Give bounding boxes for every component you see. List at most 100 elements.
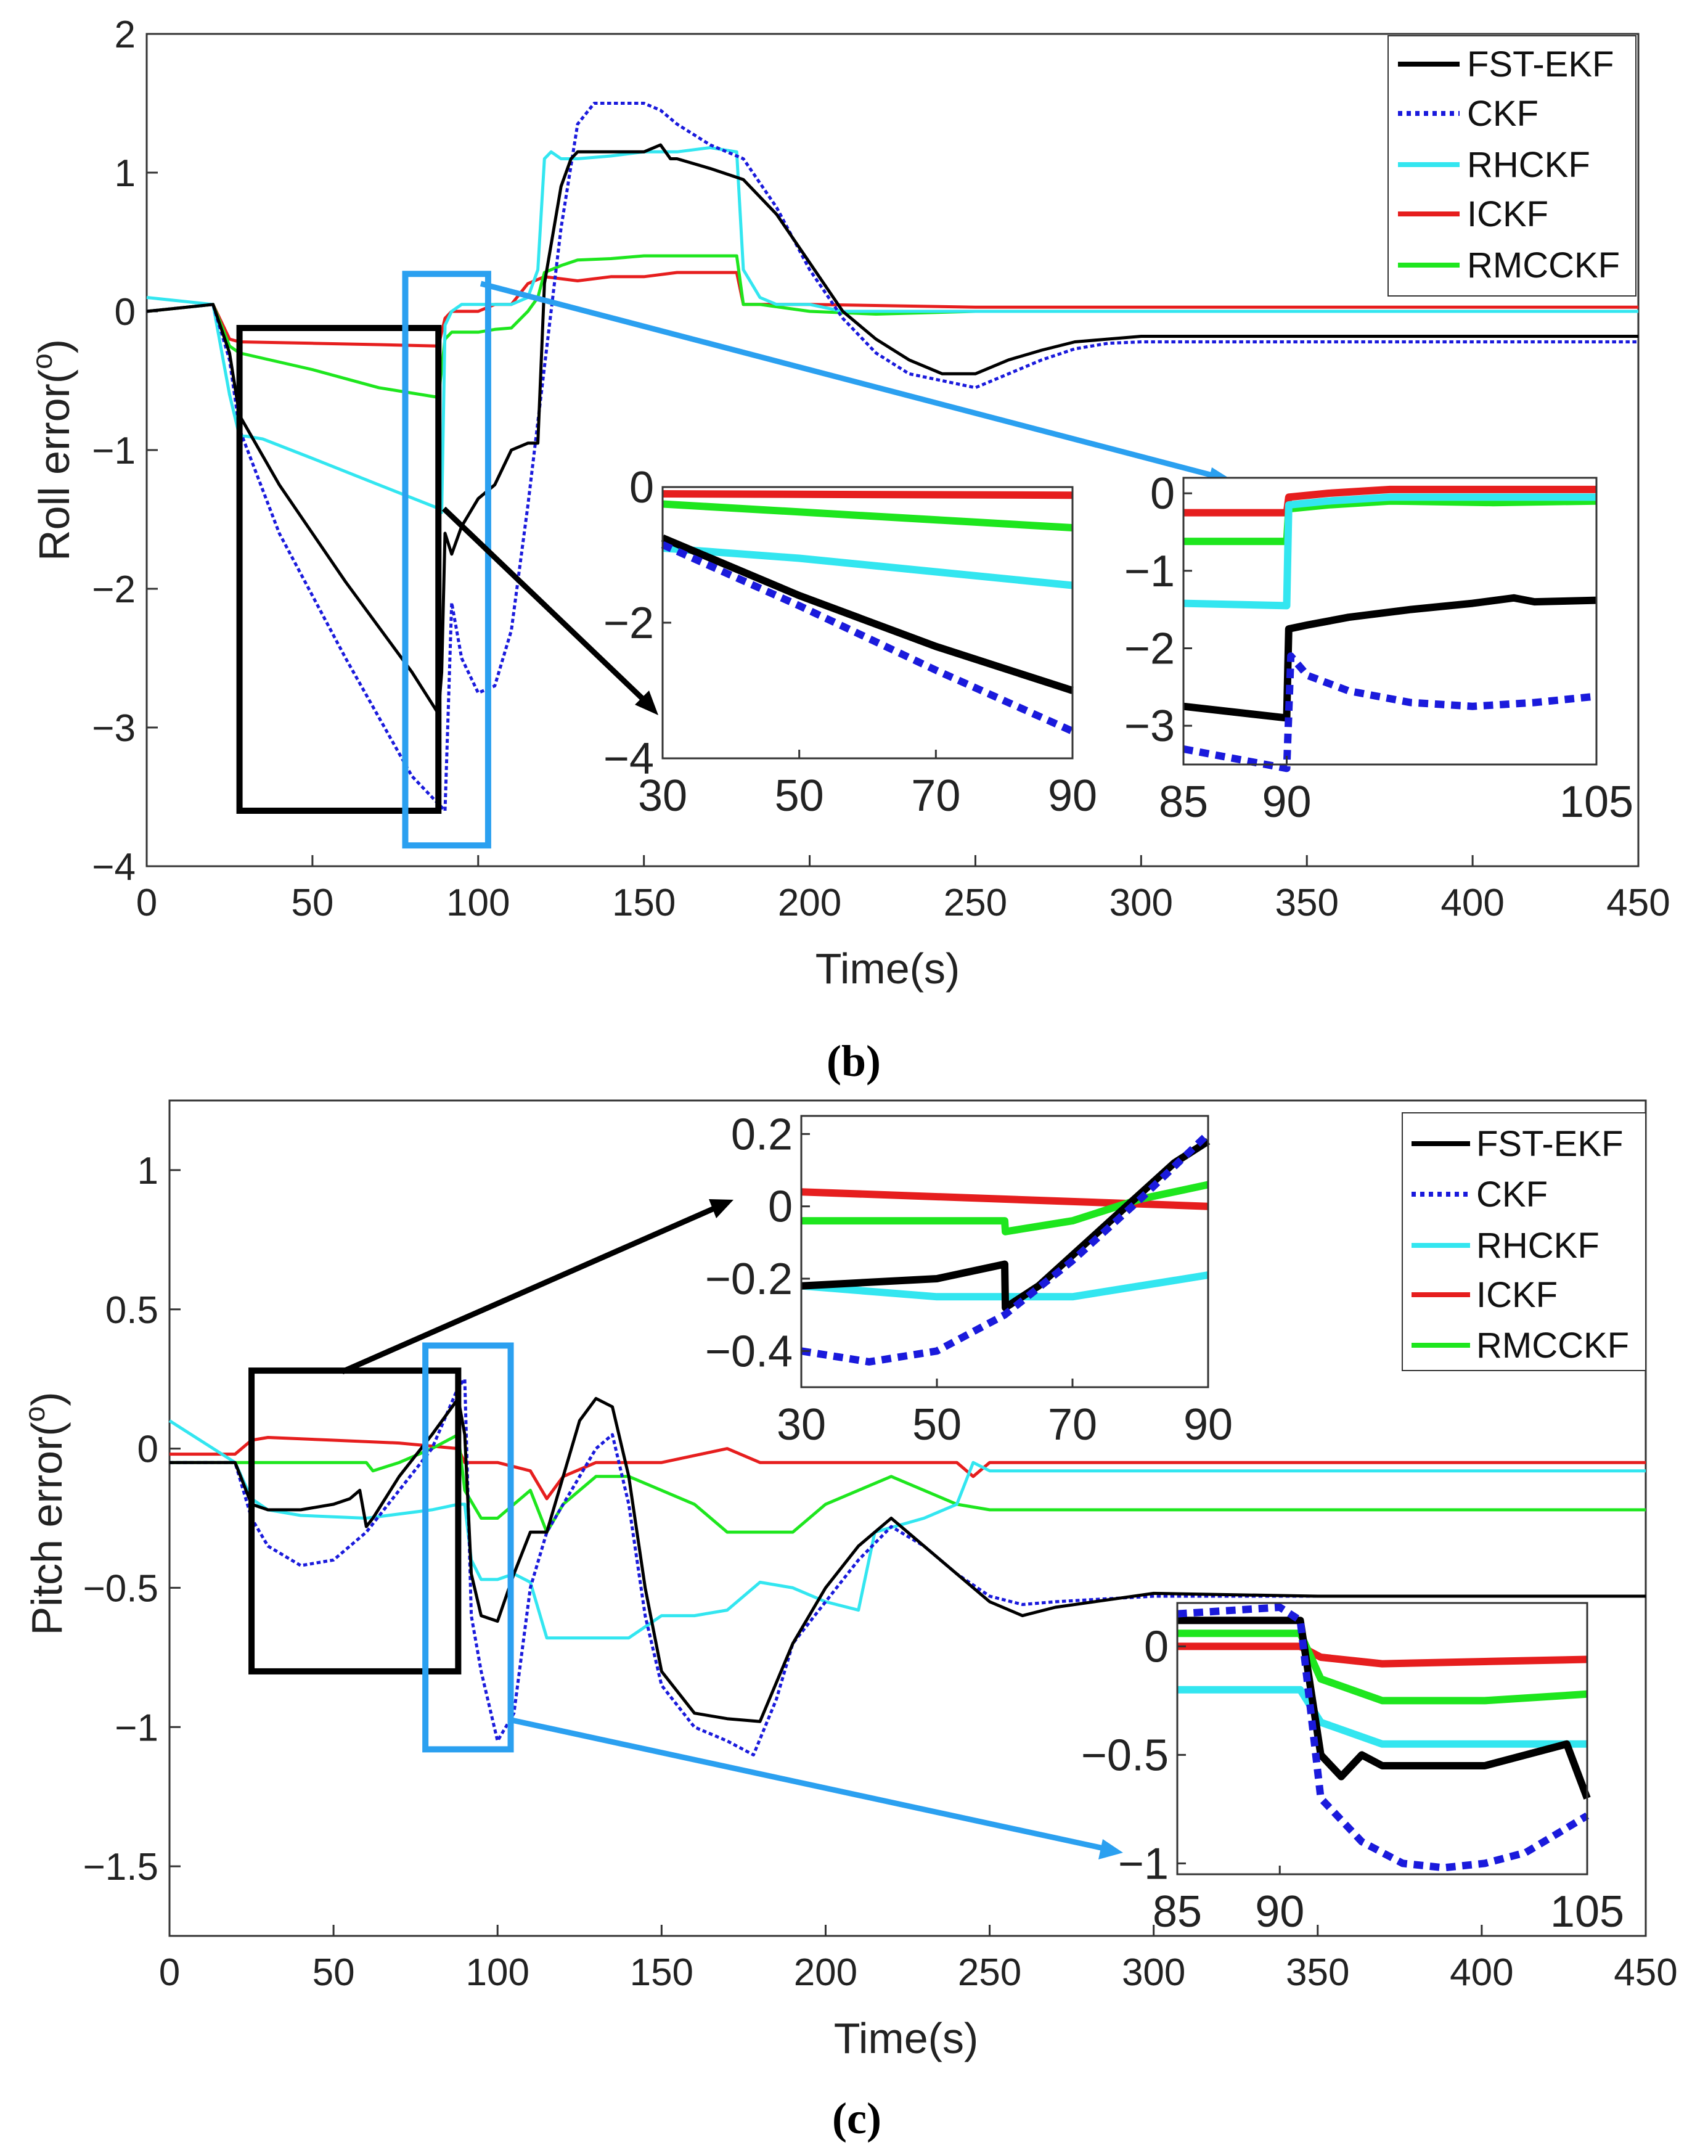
pitch-zoom-box-blue [422,1342,514,1753]
roll-x-tick-label: 0 [136,882,157,924]
legend-label-rmcckf: RMCCKF [1467,245,1620,285]
pitch-x-tick-label: 250 [958,1951,1021,1994]
roll-series-rhckf [146,146,1638,514]
roll-zoom-box-black [236,325,442,814]
pitch-inset2-series-ckf [1177,1604,1590,1872]
legend-label-rhckf: RHCKF [1476,1226,1600,1266]
pitch-inset1-frame [800,1115,1209,1388]
roll-series-ckf [146,102,1638,813]
pitch-inset1-series-ckf [801,1131,1211,1366]
roll-x-tick-label: 100 [446,882,510,924]
roll-y-tick-label: 0 [115,291,136,334]
pitch-inset1-x-tick-label: 70 [1048,1400,1097,1449]
roll-y-tick-label: 2 [115,14,136,56]
pitch-x-tick-label: 400 [1450,1951,1513,1994]
pitch-arrowhead-blue [1098,1839,1123,1859]
pitch-x-tick-label: 100 [465,1951,529,1994]
roll-inset2-y-tick-label: −2 [1124,624,1175,673]
pitch-inset2-frame [1176,1602,1588,1875]
roll-series-ickf [146,271,1638,348]
roll-x-tick-label: 350 [1275,882,1338,924]
roll-error-panel: 210−1−2−3−4 0 50 100 150 200 250 300 350 400 450 … [26,14,1670,1086]
roll-inset1-series-fst-ekf [661,534,1074,694]
roll-inset1-y-tick-label: −2 [603,599,654,648]
legend-label-ckf: CKF [1476,1174,1548,1215]
legend-label-rmcckf: RMCCKF [1476,1326,1629,1366]
roll-inset1-x-tick-label: 90 [1048,771,1097,821]
pitch-y-tick-label: 1 [137,1150,158,1192]
pitch-legend-box [1402,1112,1646,1371]
roll-zoom-boxes [236,271,491,849]
pitch-inset2-series-rmcckf [1177,1629,1588,1705]
pitch-inset2-y-tick-label: 0 [1144,1622,1169,1671]
pitch-panel-caption: (c) [832,2094,881,2143]
pitch-series-lines [168,1377,1646,1756]
legend-label-fst-ekf: FST-EKF [1476,1124,1623,1164]
pitch-x-tick-label: 300 [1122,1951,1185,1994]
pitch-series-rhckf [168,1419,1646,1640]
roll-inset1-series-rmcckf [662,500,1073,531]
roll-inset-30-90: 0 −2 −430 50 70 90 [603,463,1097,821]
pitch-inset1-box [800,1115,1209,1388]
roll-inset1-frame [661,486,1074,760]
pitch-x-tick-label: 150 [630,1951,693,1994]
pitch-y-tick-label: −1.5 [83,1846,158,1888]
pitch-x-axis-label: Time(s) [834,2014,979,2062]
pitch-inset-30-90: 0.2 0 −0.2 −0.4 30 50 70 90 [705,1110,1233,1449]
pitch-x-tick-labels: 0 50 100 150 200 250 300 350 400 450 [159,1925,1678,1994]
roll-y-tick-labels: 2 1 0 −1 −2 −3 −4 [92,14,158,888]
pitch-x-tick-label: 50 [313,1951,355,1994]
roll-x-tick-label: 250 [944,882,1007,924]
roll-inset1-series-ckf [661,541,1074,735]
pitch-inset2-y-tick-label: −0.5 [1081,1731,1169,1780]
roll-panel-caption: (b) [827,1036,881,1086]
pitch-y-tick-labels: 1 0.5 0 −0.5 −1 −1.5 [83,1150,181,1888]
roll-x-tick-label: 50 [291,882,333,924]
roll-x-axis-label: Time(s) [815,945,960,993]
roll-x-tick-label: 300 [1109,882,1173,924]
roll-inset1-x-tick-label: 50 [775,771,824,821]
roll-inset2-frame [1182,477,1598,766]
roll-y-tick-label: −3 [92,707,136,750]
pitch-inset2-x-tick-label: 85 [1153,1887,1202,1937]
roll-x-tick-label: 450 [1606,882,1670,924]
pitch-inset1-x-tick-label: 90 [1183,1400,1233,1449]
legend-label-ickf: ICKF [1467,194,1548,234]
roll-inset2-y-tick-label: −1 [1124,547,1175,596]
roll-inset2-y-tick-label: 0 [1150,469,1175,519]
legend-label-ickf: ICKF [1476,1275,1558,1315]
pitch-x-tick-label: 200 [794,1951,857,1994]
pitch-series-fst-ekf [170,1396,1646,1723]
roll-inset2-x-tick-label: 90 [1262,777,1311,827]
pitch-y-tick-label: 0.5 [105,1289,158,1332]
pitch-zoom-box-black [248,1367,462,1674]
roll-x-tick-label: 200 [778,882,841,924]
pitch-y-tick-label: −0.5 [83,1567,158,1610]
roll-inset1-series-ickf [662,490,1073,499]
roll-inset2-x-tick-label: 105 [1559,777,1633,827]
roll-y-tick-label: −4 [92,846,136,888]
roll-inset1-y-tick-label: −4 [603,734,654,784]
pitch-inset1-x-tick-label: 50 [912,1400,962,1449]
roll-inset2-series-rhckf [1183,493,1596,610]
pitch-zoom-boxes [248,1342,514,1753]
pitch-x-tick-label: 350 [1286,1951,1349,1994]
roll-inset2-x-tick-label: 85 [1159,777,1208,827]
pitch-legend: FST-EKF CKF RHCKF ICKF RMCCKF [1402,1112,1646,1371]
pitch-arrowhead-black [709,1199,733,1218]
roll-zoom-box-blue [402,271,491,849]
pitch-inset2-series-rhckf [1177,1686,1587,1748]
pitch-y-tick-label: 0 [137,1428,158,1471]
pitch-y-axis-label: Pitch error(o) [18,1392,71,1635]
pitch-inset2-x-tick-label: 105 [1550,1887,1624,1937]
roll-connector-arrow-blue [480,281,1219,480]
roll-y-axis-label: Roll error(o) [26,339,78,561]
pitch-x-tick-label: 450 [1614,1951,1677,1994]
pitch-inset2-x-tick-label: 90 [1255,1887,1304,1937]
pitch-inset1-y-tick-label: −0.2 [705,1255,793,1304]
roll-connector-arrow-black [441,506,656,711]
roll-arrowhead-black [635,691,658,715]
pitch-inset-85-105: 0 −0.5 −185 90 105 [1081,1602,1624,1937]
roll-y-tick-label: 1 [115,152,136,195]
